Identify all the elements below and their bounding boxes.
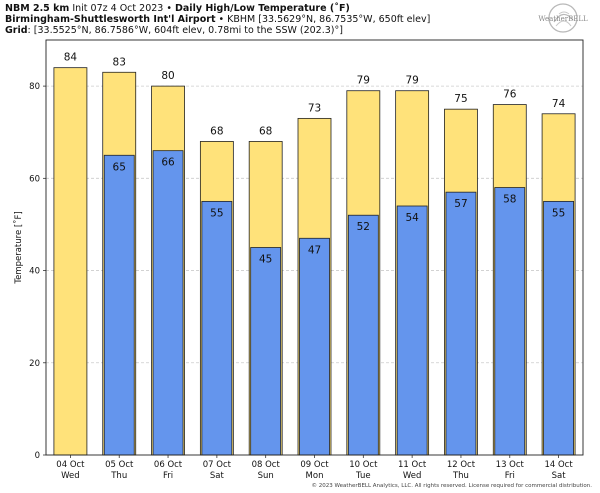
x-tick-day: Fri	[505, 471, 515, 481]
x-tick-day: Sat	[210, 471, 225, 481]
low-temp-label: 58	[503, 194, 516, 206]
grid-label: Grid	[5, 25, 28, 36]
x-tick-date: 07 Oct	[203, 460, 232, 470]
y-tick-label: 0	[35, 451, 40, 461]
logo-text: WeatherBELL	[538, 15, 588, 23]
x-tick-day: Sat	[552, 471, 567, 481]
init-time: Init 07z 4 Oct 2023	[72, 3, 164, 14]
header-line-3: Grid: [33.5525°N, 86.7586°W, 604ft elev,…	[5, 25, 343, 36]
chart-title: Daily High/Low Temperature (˚F)	[175, 3, 350, 14]
x-tick-date: 08 Oct	[252, 460, 281, 470]
low-temp-bar	[445, 191, 477, 456]
x-tick-date: 11 Oct	[398, 460, 427, 470]
high-temp-bar	[53, 67, 88, 456]
x-tick-day: Fri	[163, 471, 173, 481]
x-tick-date: 06 Oct	[154, 460, 183, 470]
plot-frame	[45, 39, 584, 456]
x-tick-day: Wed	[61, 471, 80, 481]
model-name: NBM 2.5 km	[5, 3, 70, 14]
x-tick-date: 10 Oct	[349, 460, 378, 470]
weatherbell-logo-icon: WeatherBELL	[538, 3, 588, 33]
separator: •	[218, 14, 225, 25]
low-temp-bar	[494, 187, 526, 456]
x-tick-date: 13 Oct	[496, 460, 525, 470]
low-temp-label: 54	[405, 212, 419, 224]
header-line-1: NBM 2.5 km Init 07z 4 Oct 2023 • Daily H…	[5, 3, 350, 14]
high-temp-label: 74	[552, 98, 566, 110]
high-temp-label: 68	[259, 125, 272, 137]
x-tick-day: Sun	[258, 471, 274, 481]
high-temp-label: 75	[454, 93, 467, 105]
y-tick-label: 40	[29, 267, 40, 277]
header-line-2: Birmingham-Shuttlesworth Int'l Airport •…	[5, 14, 430, 25]
high-temp-label: 68	[210, 125, 223, 137]
high-temp-label: 73	[308, 102, 321, 114]
x-tick-day: Thu	[452, 471, 469, 481]
separator: •	[166, 3, 172, 14]
low-temp-label: 55	[552, 207, 565, 219]
high-temp-label: 76	[503, 89, 517, 101]
station-name: Birmingham-Shuttlesworth Int'l Airport	[5, 14, 216, 25]
y-tick-label: 60	[29, 174, 40, 184]
high-temp-label: 83	[113, 56, 126, 68]
station-info: KBHM [33.5629°N, 86.7535°W, 650ft elev]	[227, 14, 431, 25]
x-tick-day: Wed	[403, 471, 422, 481]
low-temp-label: 65	[113, 161, 126, 173]
low-temp-bar	[299, 237, 330, 456]
x-tick-date: 14 Oct	[544, 460, 573, 470]
low-temp-label: 66	[161, 157, 175, 169]
y-tick-label: 20	[29, 359, 40, 369]
high-temp-label: 79	[357, 75, 370, 87]
low-temp-bar	[250, 247, 282, 456]
low-temp-label: 45	[259, 254, 272, 266]
low-temp-bar	[543, 200, 574, 456]
y-axis-label: Temperature [˚F]	[13, 211, 24, 284]
grid-info: [33.5525°N, 86.7586°W, 604ft elev, 0.78m…	[33, 25, 343, 36]
x-tick-date: 04 Oct	[56, 460, 85, 470]
low-temp-label: 52	[357, 221, 370, 233]
x-tick-date: 09 Oct	[300, 460, 329, 470]
high-temp-label: 79	[405, 75, 418, 87]
x-tick-day: Mon	[306, 471, 324, 481]
low-temp-label: 57	[454, 198, 467, 210]
low-temp-bar	[396, 205, 428, 456]
x-tick-day: Tue	[355, 471, 371, 481]
low-temp-bar	[201, 200, 233, 456]
low-temp-label: 55	[210, 207, 223, 219]
low-temp-bar	[152, 150, 184, 456]
high-temp-label: 80	[161, 70, 174, 82]
y-tick-label: 80	[29, 82, 40, 92]
copyright-footer: © 2023 WeatherBELL Analytics, LLC. All r…	[311, 483, 592, 489]
low-temp-bar	[347, 214, 379, 456]
low-temp-label: 47	[308, 244, 321, 256]
x-tick-date: 12 Oct	[447, 460, 476, 470]
x-tick-day: Thu	[110, 471, 127, 481]
x-tick-date: 05 Oct	[105, 460, 134, 470]
high-temp-label: 84	[64, 52, 78, 64]
low-temp-bar	[103, 154, 135, 456]
